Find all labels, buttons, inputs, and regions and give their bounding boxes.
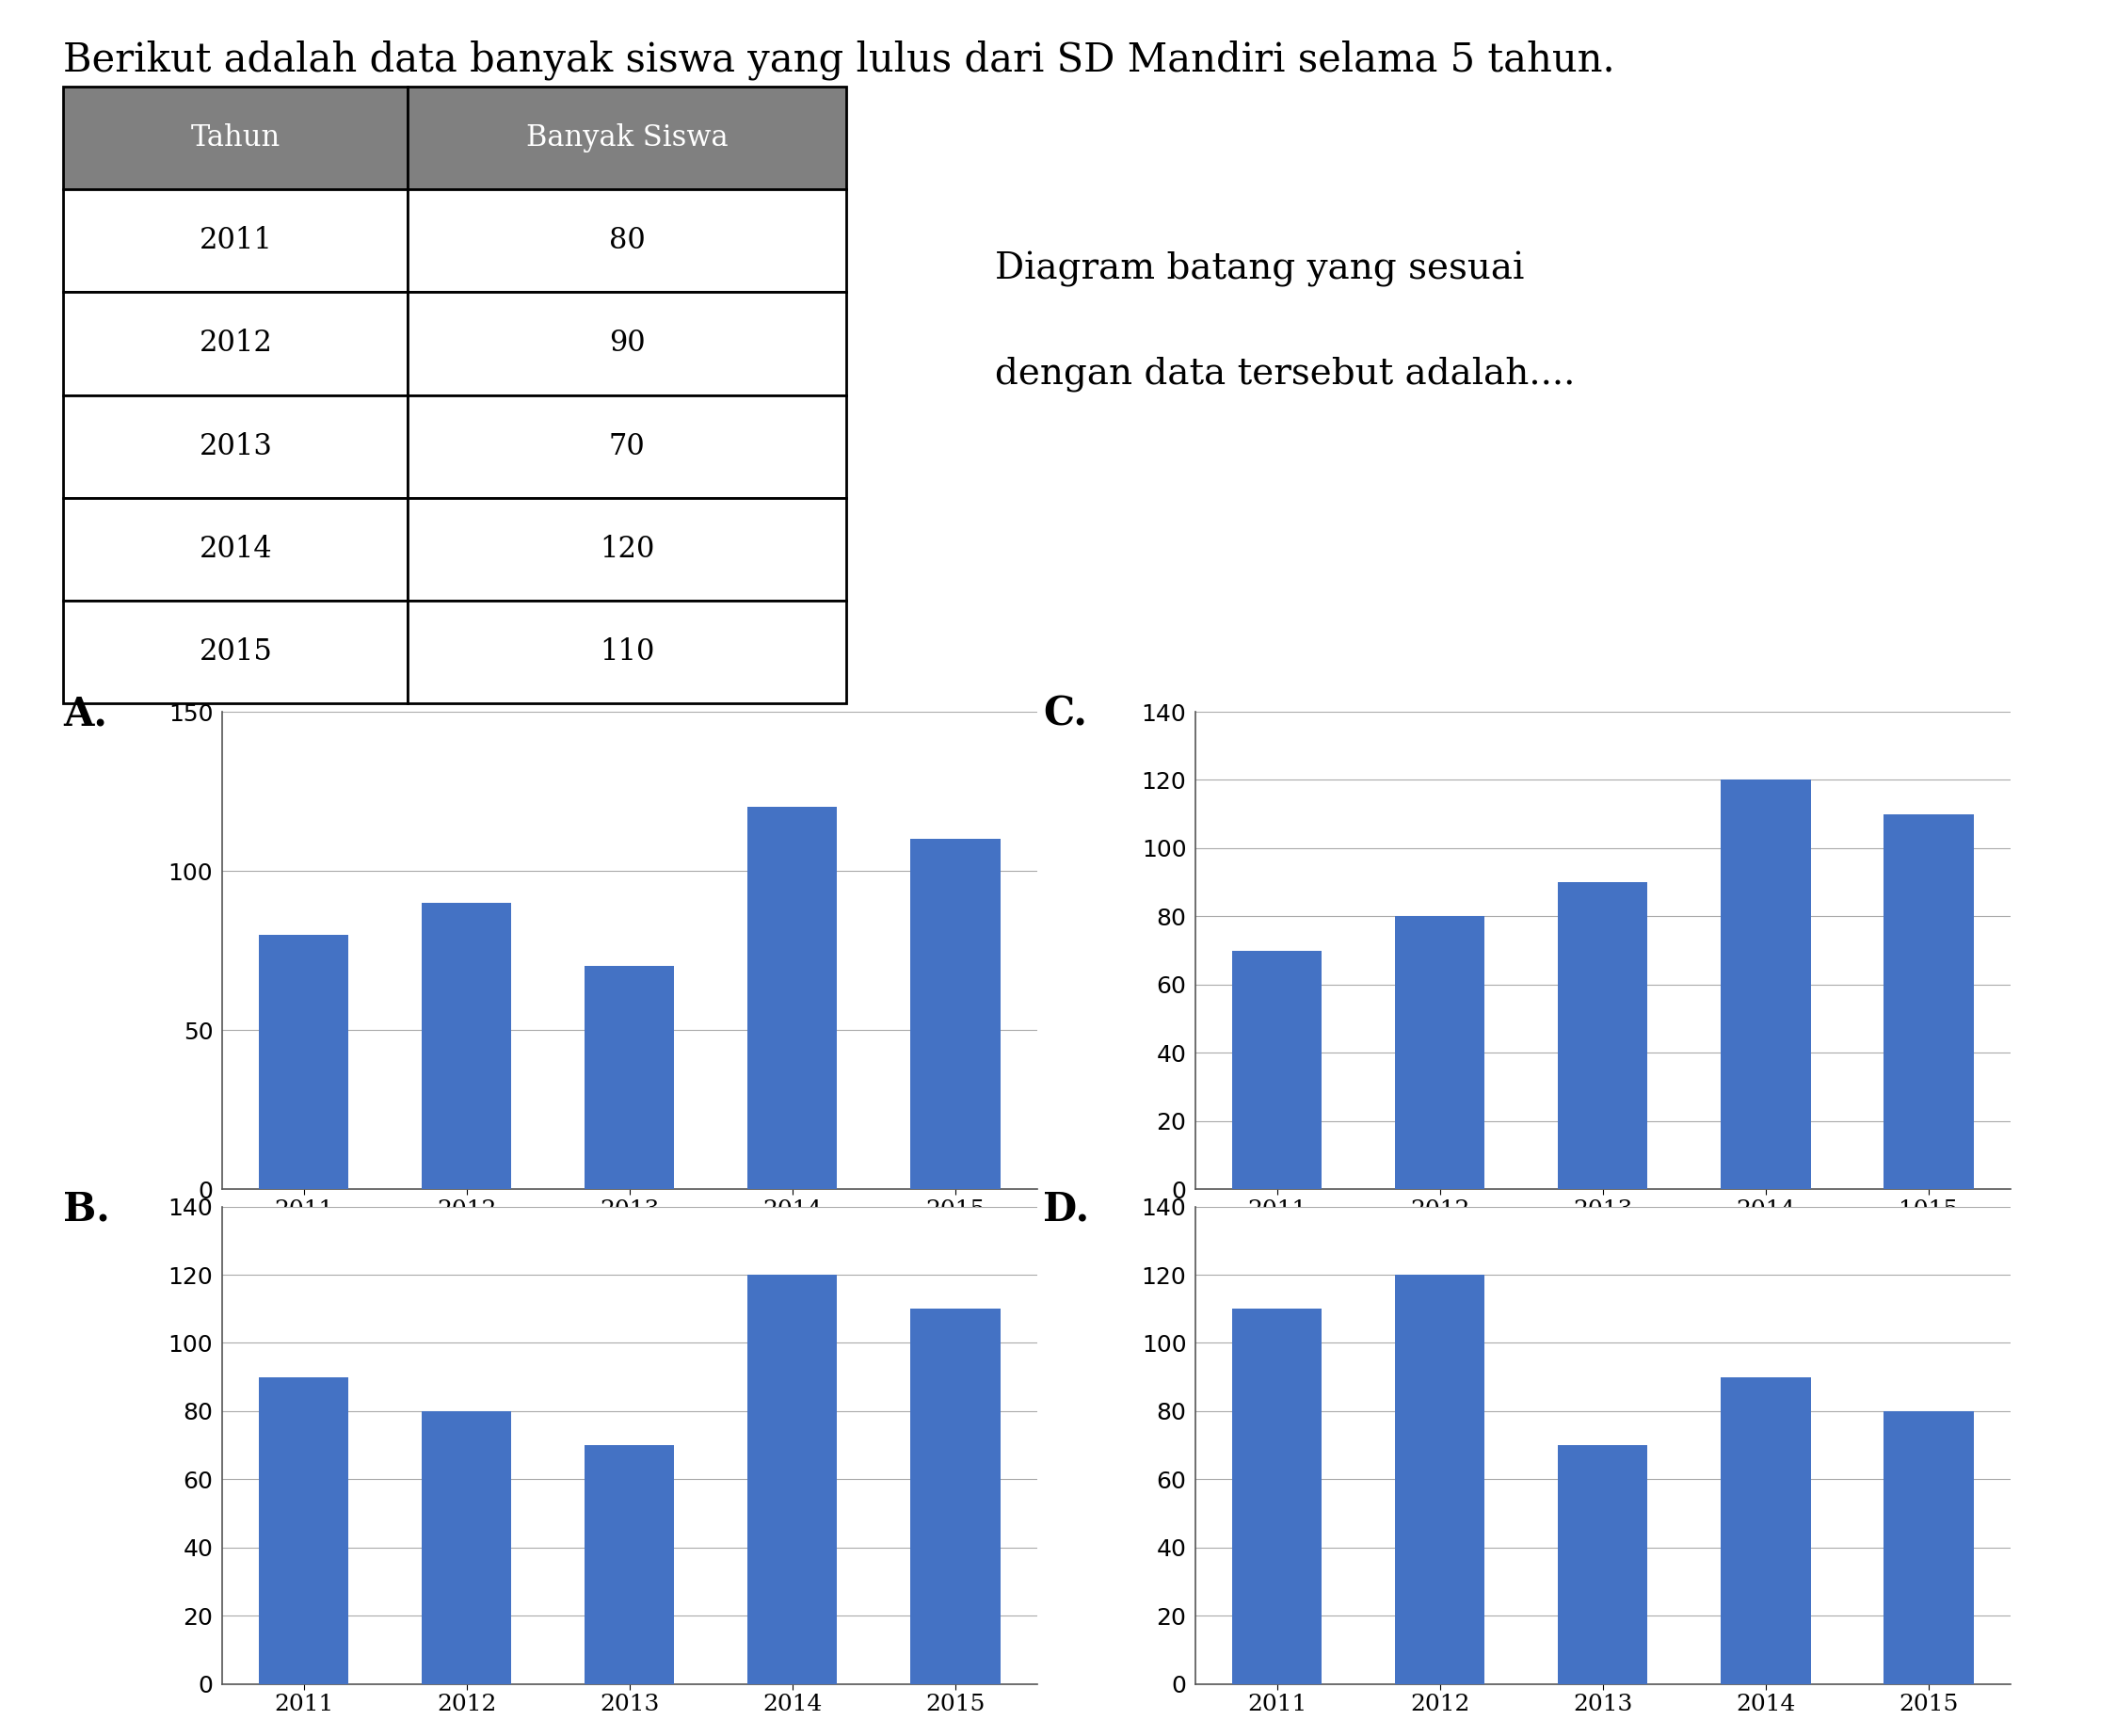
Bar	[421, 903, 512, 1189]
Bar	[1720, 779, 1811, 1189]
Text: 90: 90	[609, 330, 645, 358]
Bar	[1883, 814, 1974, 1189]
Text: 120: 120	[599, 535, 654, 564]
Bar	[408, 87, 846, 189]
Text: Diagram batang yang sesuai: Diagram batang yang sesuai	[995, 252, 1524, 288]
Bar	[63, 601, 408, 703]
Bar	[421, 1411, 512, 1684]
Bar	[747, 807, 838, 1189]
Bar	[63, 396, 408, 498]
Text: A.: A.	[63, 694, 108, 734]
Text: 2013: 2013	[199, 432, 273, 460]
Text: Tahun: Tahun	[190, 123, 281, 153]
Bar	[910, 1309, 1001, 1684]
Bar	[1232, 1309, 1322, 1684]
Bar	[63, 87, 408, 189]
Text: C.: C.	[1043, 694, 1088, 734]
Bar	[408, 396, 846, 498]
Bar	[408, 601, 846, 703]
Bar	[1394, 1274, 1485, 1684]
Text: 2011: 2011	[199, 226, 273, 255]
Bar	[1883, 1411, 1974, 1684]
Bar	[63, 498, 408, 601]
Text: 2014: 2014	[199, 535, 273, 564]
Text: 2012: 2012	[199, 330, 273, 358]
Bar	[1720, 1377, 1811, 1684]
Bar	[408, 498, 846, 601]
Bar	[258, 934, 349, 1189]
Bar	[1394, 917, 1485, 1189]
Bar	[408, 292, 846, 396]
Bar	[747, 1274, 838, 1684]
Bar	[910, 838, 1001, 1189]
Bar	[258, 1377, 349, 1684]
Bar	[408, 189, 846, 292]
Bar	[1557, 882, 1648, 1189]
Text: Berikut adalah data banyak siswa yang lulus dari SD Mandiri selama 5 tahun.: Berikut adalah data banyak siswa yang lu…	[63, 40, 1615, 80]
Text: 80: 80	[609, 226, 645, 255]
Bar	[584, 1444, 675, 1684]
Text: Banyak Siswa: Banyak Siswa	[527, 123, 728, 153]
Bar	[63, 292, 408, 396]
Text: B.: B.	[63, 1189, 110, 1229]
Text: D.: D.	[1043, 1189, 1090, 1229]
Text: 2015: 2015	[199, 637, 273, 667]
Bar	[1232, 951, 1322, 1189]
Bar	[63, 189, 408, 292]
Text: 110: 110	[599, 637, 654, 667]
Bar	[584, 967, 675, 1189]
Text: 70: 70	[609, 432, 645, 460]
Bar	[1557, 1444, 1648, 1684]
Text: dengan data tersebut adalah....: dengan data tersebut adalah....	[995, 356, 1574, 391]
